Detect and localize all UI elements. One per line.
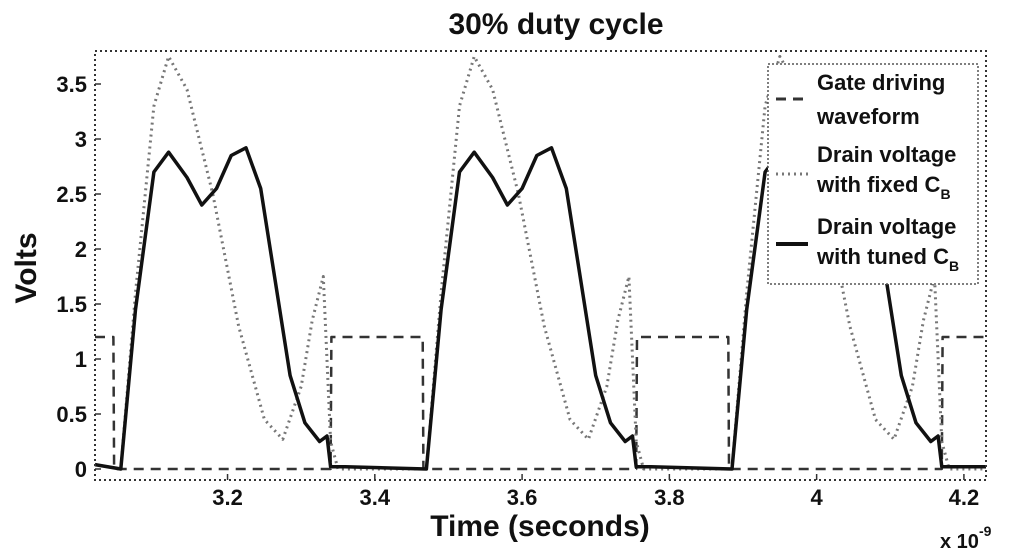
y-tick-label: 0.5 bbox=[56, 402, 87, 427]
x-axis: 3.2 3.4 3.6 3.8 4 4.2 bbox=[212, 474, 979, 510]
y-tick-label: 1.5 bbox=[56, 292, 87, 317]
legend-label-fixed-line1: Drain voltage bbox=[817, 142, 956, 167]
legend-label-tuned-subscript: B bbox=[949, 258, 959, 274]
x-tick-label: 3.2 bbox=[212, 485, 243, 510]
x-tick-label: 3.4 bbox=[360, 485, 391, 510]
legend-label-gate-line2: waveform bbox=[816, 104, 920, 129]
y-axis-label: Volts bbox=[10, 232, 43, 303]
legend-label-fixed-subscript: B bbox=[940, 186, 950, 202]
y-tick-label: 2.5 bbox=[56, 182, 87, 207]
y-tick-label: 3.5 bbox=[56, 72, 87, 97]
chart-title: 30% duty cycle bbox=[448, 8, 663, 41]
y-tick-label: 1 bbox=[75, 347, 87, 372]
legend-label-tuned-line2: with tuned CB bbox=[816, 244, 959, 274]
legend-label-fixed-line2: with fixed CB bbox=[816, 172, 951, 202]
plot-frame bbox=[94, 50, 987, 481]
x-axis-multiplier: x 10-9 bbox=[940, 523, 992, 553]
legend: Gate driving waveform Drain voltage with… bbox=[767, 63, 979, 285]
legend-label-tuned-text: with tuned C bbox=[816, 244, 949, 269]
x-axis-multiplier-base: x 10 bbox=[940, 531, 979, 553]
legend-box bbox=[767, 63, 979, 285]
y-axis: 0 0.5 1 1.5 2 2.5 3 3.5 bbox=[56, 72, 101, 482]
x-tick-label: 3.6 bbox=[507, 485, 538, 510]
y-tick-label: 3 bbox=[75, 127, 87, 152]
legend-label-fixed-text: with fixed C bbox=[816, 172, 941, 197]
x-tick-label: 4 bbox=[811, 485, 824, 510]
legend-label-gate-line1: Gate driving bbox=[817, 70, 945, 95]
legend-label-tuned-line1: Drain voltage bbox=[817, 214, 956, 239]
x-tick-label: 4.2 bbox=[949, 485, 980, 510]
x-axis-label: Time (seconds) bbox=[430, 510, 650, 543]
x-tick-label: 3.8 bbox=[654, 485, 685, 510]
y-tick-label: 0 bbox=[75, 457, 87, 482]
x-axis-multiplier-exponent: -9 bbox=[979, 523, 992, 539]
series-line-dotted bbox=[94, 55, 986, 471]
y-tick-label: 2 bbox=[75, 237, 87, 262]
